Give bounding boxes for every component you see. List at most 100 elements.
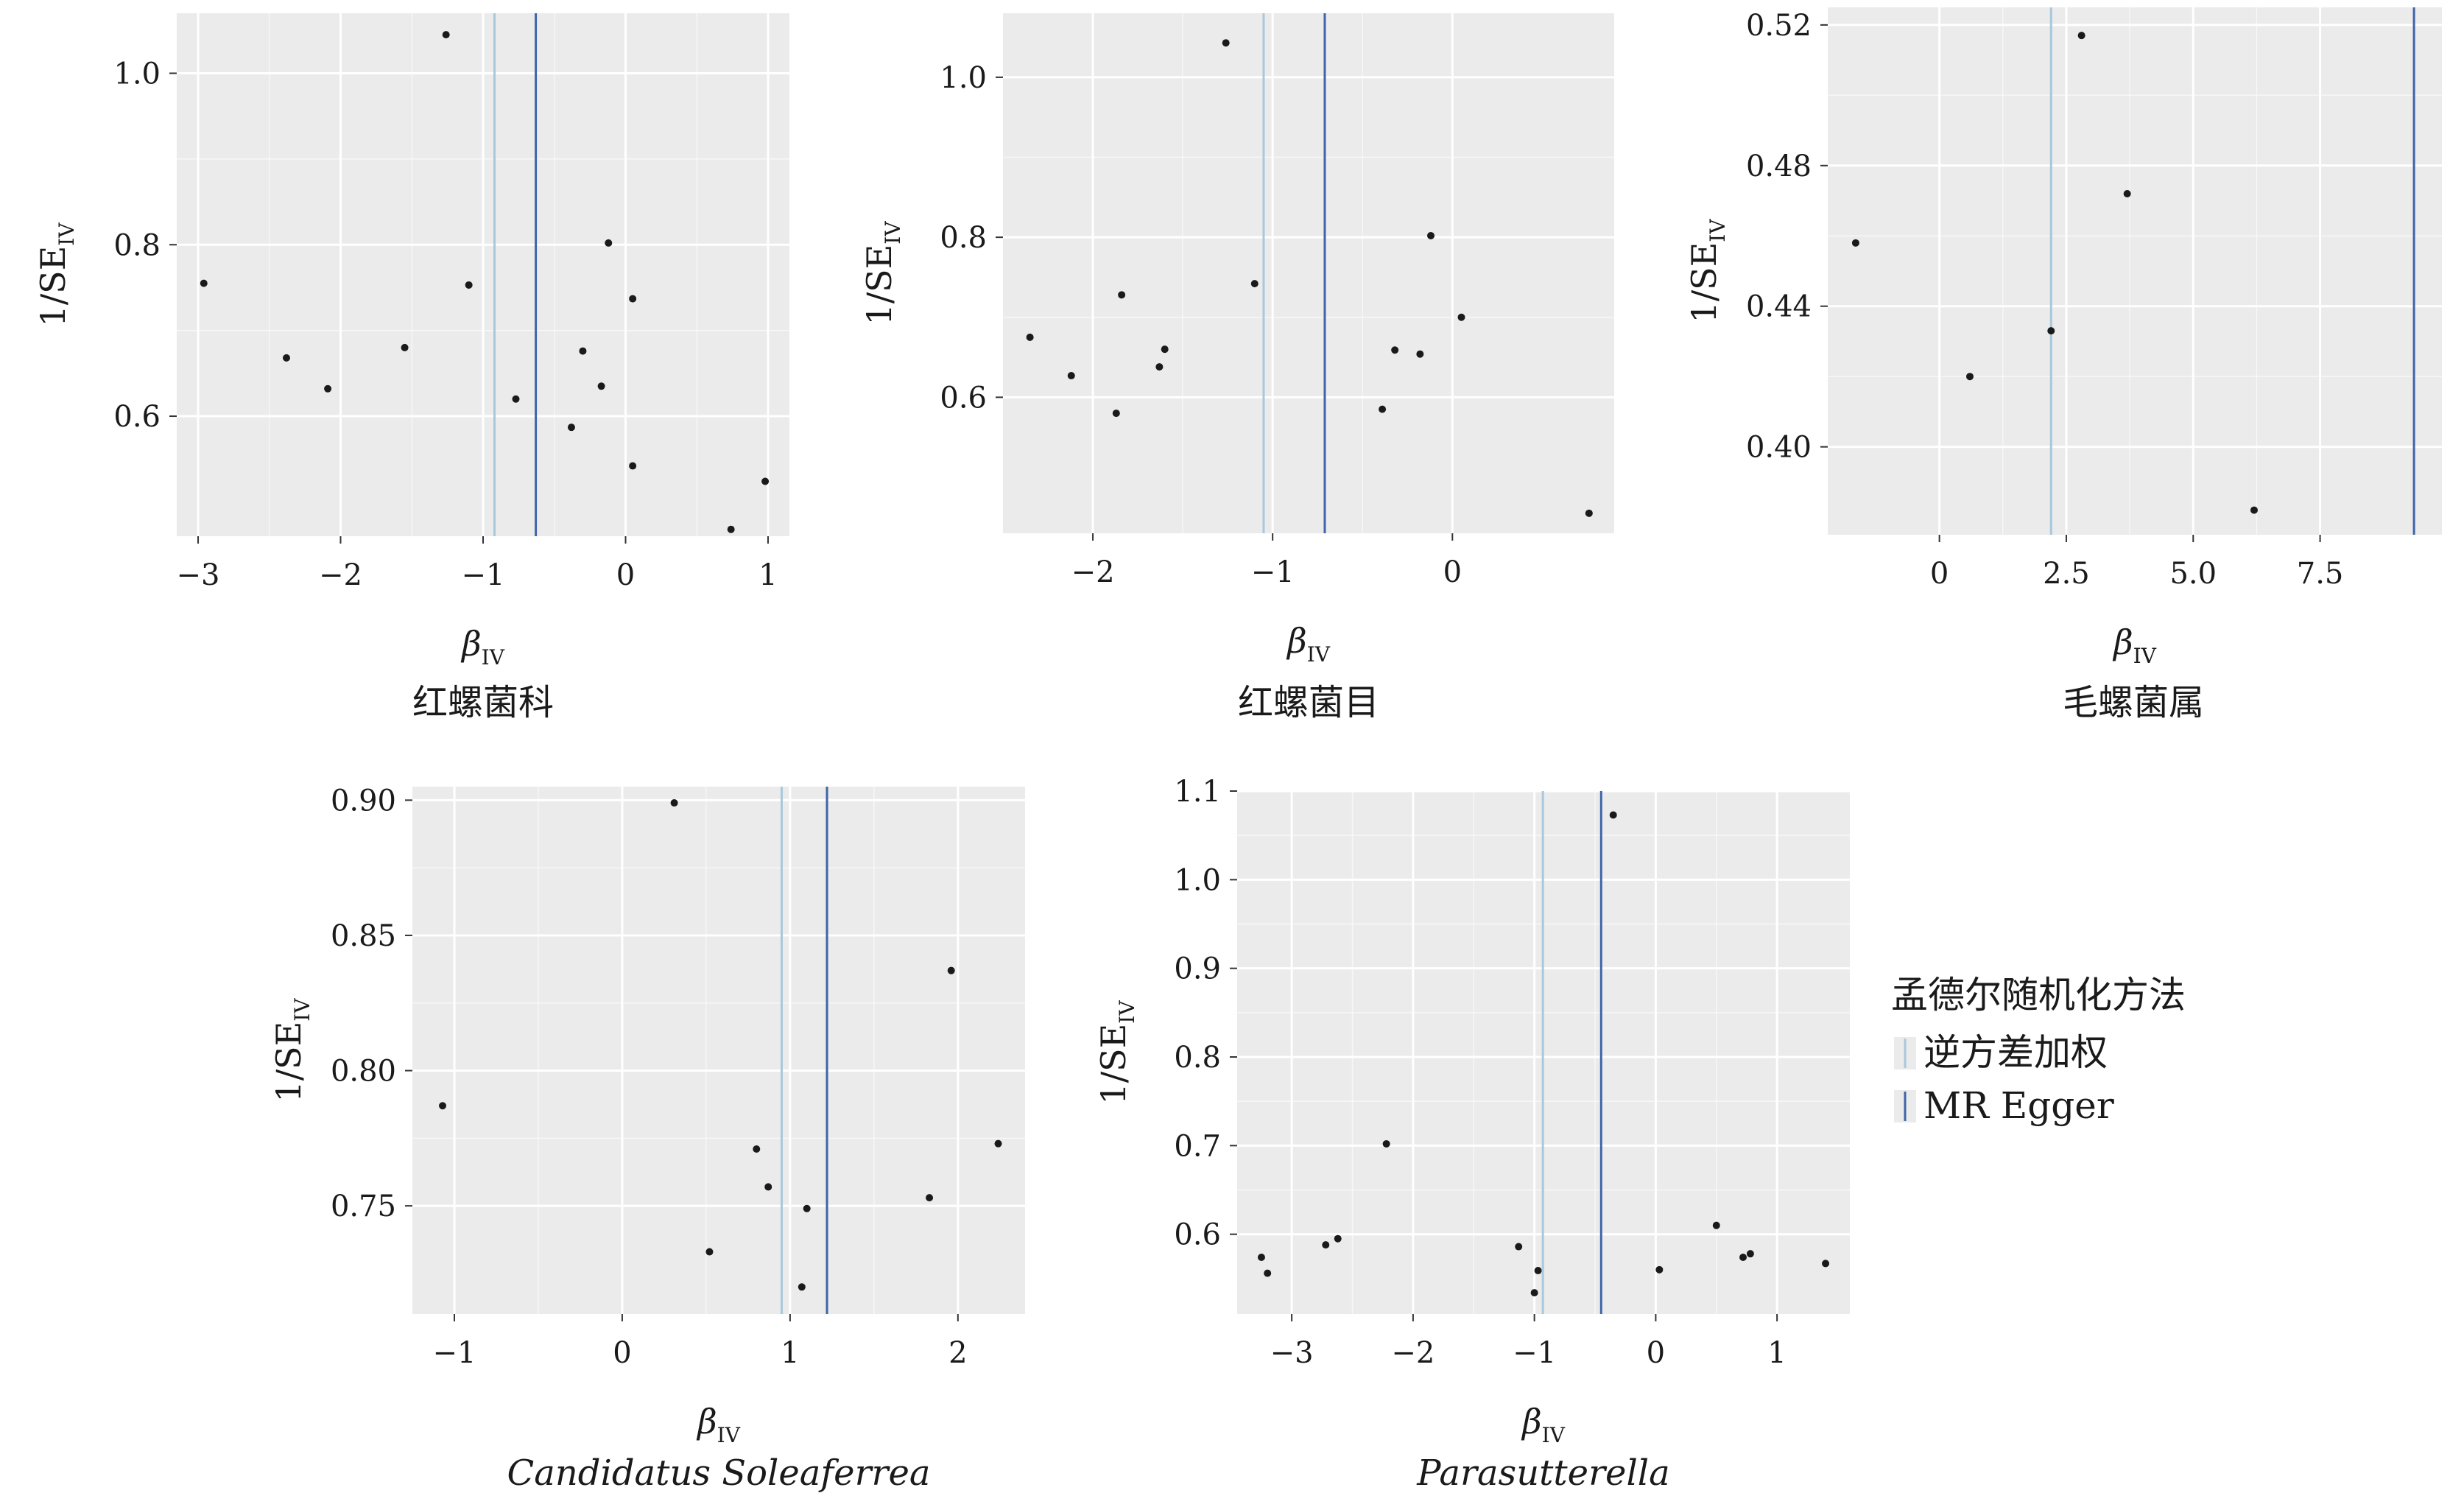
y-tick-label: 0.85 (331, 919, 396, 953)
x-tick-label: 1 (758, 558, 777, 592)
x-tick-label: 0 (616, 558, 635, 592)
y-tick-label: 0.8 (940, 221, 987, 255)
panel-caption: Parasutterella (1416, 1452, 1670, 1494)
y-axis-label: 1/SEIV (859, 221, 905, 326)
data-point (1515, 1243, 1523, 1251)
data-point (2123, 189, 2131, 197)
x-tick-label: 0 (613, 1336, 631, 1370)
panel-background (1003, 13, 1614, 533)
x-tick-label: −1 (433, 1336, 476, 1370)
data-point (1026, 333, 1034, 341)
x-axis-label: βIV (460, 624, 505, 670)
legend-label: MR Egger (1923, 1084, 2114, 1127)
data-point (1382, 1139, 1390, 1148)
y-tick-label: 0.6 (113, 400, 161, 434)
x-tick-label: 2.5 (2043, 557, 2090, 591)
x-tick-label: 2 (948, 1336, 967, 1370)
data-point (1161, 345, 1169, 354)
data-point (200, 279, 208, 287)
data-point (764, 1183, 772, 1191)
data-point (1530, 1289, 1538, 1297)
x-tick-label: −2 (319, 558, 362, 592)
data-point (1851, 239, 1859, 247)
x-tick-label: 7.5 (2297, 557, 2344, 591)
y-tick-label: 1.1 (1174, 775, 1221, 809)
data-point (1585, 509, 1593, 517)
data-point (1609, 811, 1617, 819)
y-tick-label: 0.8 (1174, 1041, 1221, 1075)
data-point (1534, 1267, 1542, 1275)
chart-panel-4: −1 0 1 2 0.75 0.80 0.85 0.90 βIV 1/SEIV Candidatus… (269, 784, 1025, 1494)
x-tick-label: −1 (1513, 1336, 1556, 1370)
data-point (1257, 1253, 1265, 1261)
data-point (1322, 1241, 1330, 1249)
data-point (798, 1283, 806, 1291)
x-axis-label: βIV (1521, 1402, 1566, 1447)
y-axis-label: 1/SEIV (269, 998, 314, 1103)
data-point (1655, 1265, 1664, 1274)
x-tick-label: 5.0 (2169, 557, 2217, 591)
data-point (567, 424, 575, 432)
y-tick-label: 0.40 (1746, 431, 1812, 465)
data-point (1391, 346, 1399, 354)
x-tick-label: −1 (1251, 555, 1295, 589)
panel-caption: 红螺菌目 (1238, 682, 1379, 723)
x-tick-label: −2 (1391, 1336, 1435, 1370)
data-point (512, 395, 520, 403)
data-point (1112, 410, 1120, 418)
y-tick-label: 1.0 (113, 57, 161, 91)
data-point (1822, 1260, 1830, 1268)
y-tick-label: 0.6 (1174, 1218, 1221, 1252)
data-point (629, 295, 637, 303)
data-point (439, 1102, 447, 1110)
y-tick-label: 0.44 (1746, 290, 1812, 324)
legend-label: 逆方差加权 (1923, 1031, 2108, 1074)
data-point (1457, 313, 1465, 321)
data-point (2077, 32, 2085, 40)
y-tick-label: 0.52 (1746, 9, 1812, 43)
data-point (442, 31, 450, 39)
panel-caption: 红螺菌科 (412, 682, 554, 723)
y-tick-label: 0.75 (331, 1190, 396, 1223)
x-tick-label: −2 (1071, 555, 1115, 589)
y-axis-label: 1/SEIV (1684, 219, 1730, 323)
data-point (947, 966, 955, 974)
data-point (1965, 373, 1974, 381)
data-point (1712, 1221, 1720, 1229)
data-point (761, 477, 770, 485)
data-point (2047, 327, 2055, 335)
data-point (1746, 1250, 1754, 1258)
data-point (1334, 1234, 1342, 1243)
chart-panel-1: −3 −2 −1 0 1 0.6 0.8 1.0 βIV 1/SEIV 红螺菌科 (33, 13, 789, 723)
data-point (1118, 291, 1126, 299)
data-point (753, 1145, 761, 1153)
y-axis-label: 1/SEIV (1094, 1000, 1139, 1105)
data-point (1427, 231, 1435, 239)
x-tick-label: 0 (1647, 1336, 1665, 1370)
data-point (1264, 1269, 1272, 1277)
data-point (1739, 1253, 1747, 1261)
data-point (579, 347, 587, 355)
data-point (1067, 372, 1075, 380)
panel-background (412, 787, 1025, 1314)
x-tick-label: −3 (1270, 1336, 1314, 1370)
panel-caption: 毛螺菌属 (2063, 682, 2204, 723)
chart-panel-5: −3 −2 −1 0 1 0.6 0.7 0.8 0.9 1.0 1.1 βIV 1/SEIV Paras… (1094, 775, 1850, 1494)
data-point (465, 281, 473, 289)
data-point (324, 384, 332, 393)
data-point (597, 382, 605, 390)
data-point (705, 1248, 714, 1256)
minor-gridlines (1003, 13, 1614, 533)
data-point (282, 354, 290, 362)
y-tick-label: 0.48 (1746, 150, 1812, 183)
data-point (1222, 39, 1230, 47)
y-tick-label: 0.7 (1174, 1129, 1221, 1163)
x-axis-label: βIV (1286, 621, 1331, 667)
y-tick-label: 1.0 (1174, 863, 1221, 897)
y-tick-label: 0.9 (1174, 952, 1221, 986)
legend-title: 孟德尔随机化方法 (1891, 974, 2186, 1016)
data-point (1250, 280, 1259, 288)
x-tick-label: 0 (1930, 557, 1949, 591)
